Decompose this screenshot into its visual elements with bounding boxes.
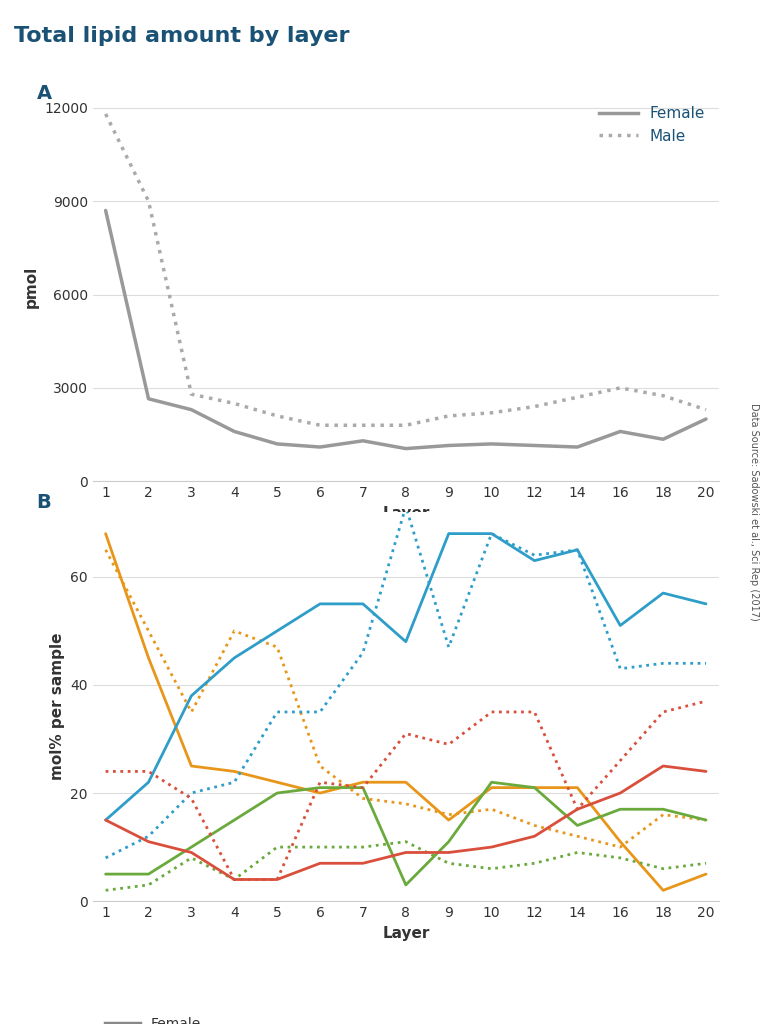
Text: Total lipid amount by layer: Total lipid amount by layer bbox=[14, 26, 349, 46]
Y-axis label: pmol: pmol bbox=[23, 265, 39, 308]
X-axis label: Layer: Layer bbox=[382, 926, 430, 940]
Legend: Female, Male: Female, Male bbox=[593, 99, 711, 150]
Text: B: B bbox=[36, 493, 51, 512]
X-axis label: Layer: Layer bbox=[382, 506, 430, 520]
Text: A: A bbox=[36, 84, 52, 103]
Y-axis label: mol% per sample: mol% per sample bbox=[49, 633, 65, 780]
Text: Data Source: Sadowski et al., Sci Rep (2017): Data Source: Sadowski et al., Sci Rep (2… bbox=[749, 403, 758, 621]
